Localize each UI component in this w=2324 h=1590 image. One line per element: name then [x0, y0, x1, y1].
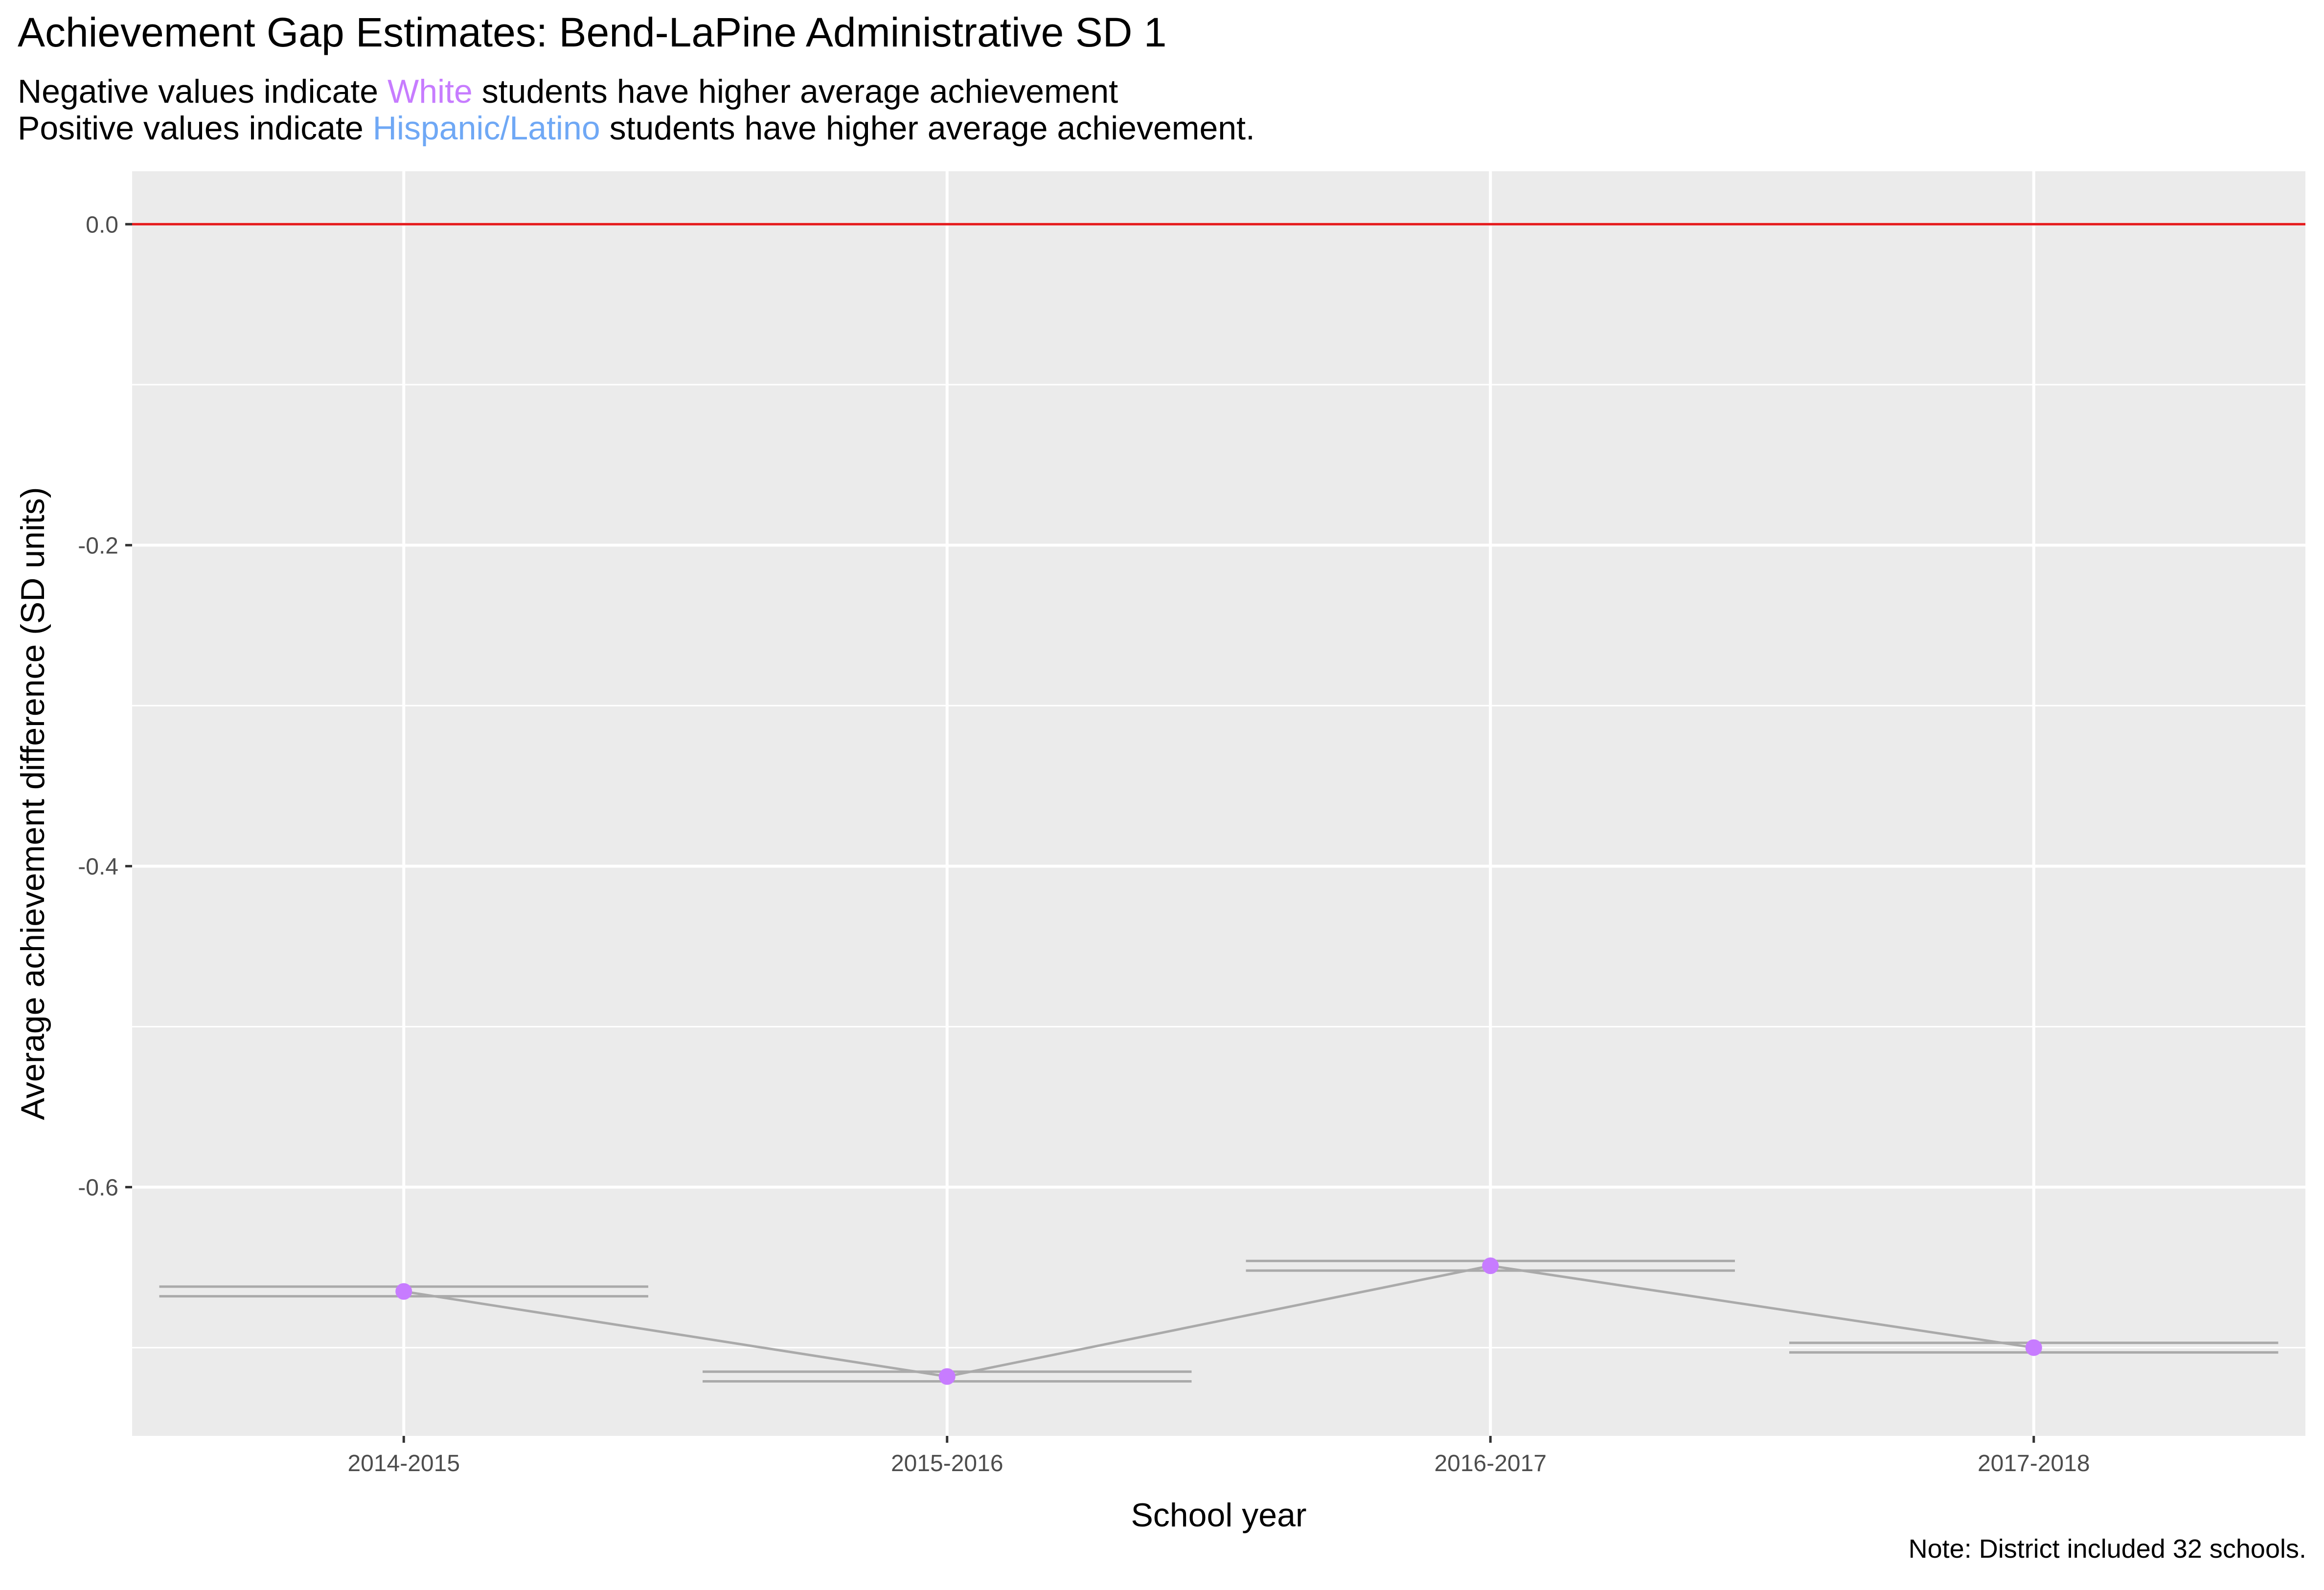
subtitle-highlight-hispanic: Hispanic/Latino	[372, 110, 600, 147]
x-tick-label: 2014-2015	[347, 1451, 460, 1476]
subtitle-line-2: Positive values indicate Hispanic/Latino…	[18, 110, 1255, 147]
chart-title: Achievement Gap Estimates: Bend-LaPine A…	[18, 9, 1167, 55]
y-tick-label: -0.4	[78, 854, 118, 880]
x-tick-label: 2015-2016	[891, 1451, 1003, 1476]
x-axis-title: School year	[1131, 1497, 1306, 1534]
y-tick-label: -0.6	[78, 1175, 118, 1201]
data-point	[1482, 1257, 1499, 1274]
plot-panel	[132, 171, 2305, 1436]
y-tick-label: -0.2	[78, 533, 118, 559]
subtitle-line-2-before: Positive values indicate	[18, 110, 373, 147]
data-point	[2025, 1339, 2042, 1356]
y-axis-title: Average achievement difference (SD units…	[14, 487, 51, 1120]
subtitle-line-1-before: Negative values indicate	[18, 73, 388, 110]
y-tick-label: 0.0	[86, 212, 118, 238]
data-point	[938, 1368, 956, 1385]
subtitle-line-1-after: students have higher average achievement	[472, 73, 1118, 110]
chart-caption: Note: District included 32 schools.	[1908, 1534, 2306, 1564]
x-tick-label: 2017-2018	[1978, 1451, 2090, 1476]
series-connector-line	[403, 1264, 2034, 1378]
subtitle-highlight-white: White	[387, 73, 473, 110]
data-point	[395, 1283, 412, 1300]
subtitle-line-2-after: students have higher average achievement…	[600, 110, 1255, 147]
subtitle-line-1: Negative values indicate White students …	[18, 73, 1118, 110]
x-tick-label: 2016-2017	[1434, 1451, 1547, 1476]
